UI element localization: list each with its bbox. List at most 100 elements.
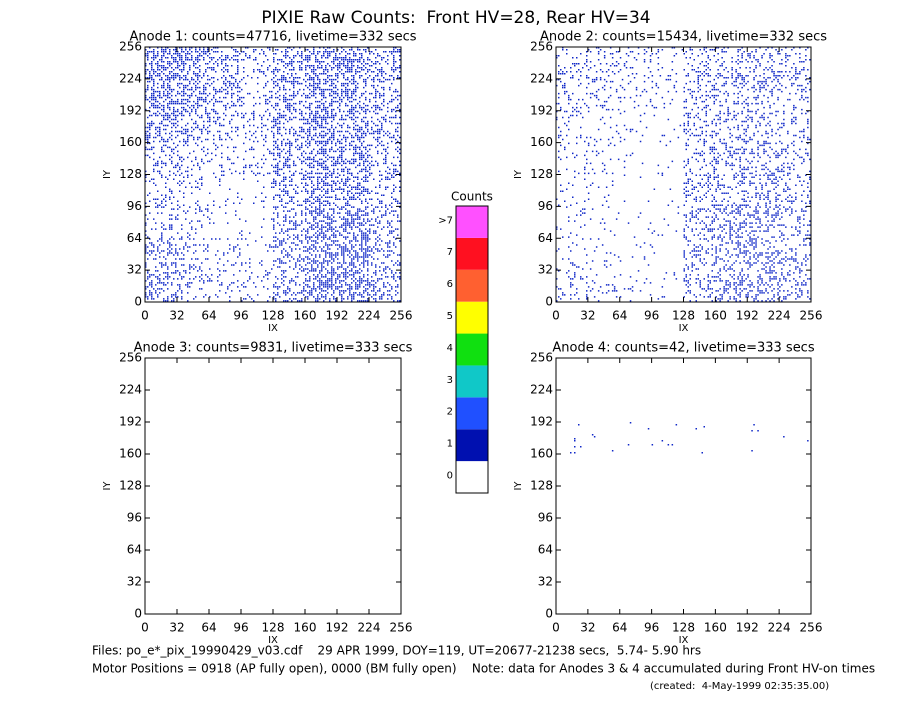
density-cell bbox=[779, 78, 811, 111]
density-cell bbox=[651, 206, 680, 236]
density-cell bbox=[627, 212, 652, 238]
density-cell bbox=[683, 206, 715, 238]
density-cell bbox=[683, 270, 715, 302]
x-tick-label: 32 bbox=[169, 621, 184, 635]
density-cell bbox=[619, 242, 652, 266]
x-tick-label: 160 bbox=[704, 309, 727, 323]
x-tick-label: 64 bbox=[201, 309, 216, 323]
colorbar-label: 3 bbox=[447, 375, 453, 386]
density-cell bbox=[747, 110, 779, 143]
density-cell bbox=[305, 270, 337, 302]
x-tick-label: 96 bbox=[644, 309, 659, 323]
density-cell bbox=[587, 78, 620, 111]
density-cell bbox=[209, 78, 241, 111]
density-cell bbox=[558, 142, 588, 175]
y-tick-label: 64 bbox=[538, 231, 553, 245]
x-tick-label: 256 bbox=[390, 621, 413, 635]
density-cell bbox=[651, 246, 656, 254]
density-cell bbox=[337, 47, 369, 79]
x-tick-label: 96 bbox=[233, 309, 248, 323]
y-tick-label: 192 bbox=[119, 415, 142, 429]
density-cell bbox=[305, 110, 337, 143]
x-tick-label: 160 bbox=[294, 309, 317, 323]
density-cell bbox=[556, 206, 586, 238]
density-cell bbox=[651, 424, 678, 446]
density-cell bbox=[145, 110, 177, 143]
plot-frame bbox=[144, 357, 402, 615]
colorbar-swatch bbox=[456, 333, 488, 366]
density-cell bbox=[779, 206, 811, 238]
density-cell bbox=[589, 206, 620, 236]
density-cell bbox=[779, 142, 811, 175]
density-cell bbox=[273, 110, 305, 143]
colorbar-swatch bbox=[456, 365, 488, 398]
x-tick-label: 192 bbox=[326, 621, 349, 635]
density-cell bbox=[653, 174, 674, 206]
density-cell bbox=[715, 270, 747, 302]
density-cell bbox=[337, 206, 369, 238]
x-tick-label: 128 bbox=[672, 309, 695, 323]
density-cell bbox=[273, 174, 305, 206]
y-tick-label: 32 bbox=[538, 263, 553, 277]
x-tick-label: 0 bbox=[552, 621, 560, 635]
x-tick-label: 96 bbox=[233, 621, 248, 635]
y-tick-label: 0 bbox=[134, 607, 142, 621]
x-tick-label: 192 bbox=[736, 621, 759, 635]
density-cell bbox=[305, 142, 337, 175]
x-tick-label: 128 bbox=[672, 621, 695, 635]
colorbar-label: 5 bbox=[447, 311, 453, 322]
colorbar-swatch bbox=[456, 461, 488, 493]
y-tick-label: 256 bbox=[530, 40, 553, 54]
colorbar-swatch bbox=[456, 206, 488, 238]
density-cell bbox=[177, 174, 209, 206]
density-cell bbox=[273, 47, 305, 79]
density-cell bbox=[337, 142, 369, 175]
colorbar-swatch bbox=[456, 397, 488, 430]
density-cell bbox=[177, 78, 209, 111]
density-cell bbox=[556, 47, 588, 79]
colorbar-label: 0 bbox=[447, 470, 453, 481]
x-tick-label: 32 bbox=[169, 309, 184, 323]
colorbar-title: Counts bbox=[451, 190, 493, 204]
density-cell bbox=[145, 238, 177, 270]
density-cell bbox=[369, 78, 401, 111]
x-tick-label: 128 bbox=[262, 309, 285, 323]
density-cell bbox=[715, 206, 747, 238]
y-tick-label: 160 bbox=[119, 135, 142, 149]
panel-title: Anode 1: counts=47716, livetime=332 secs bbox=[129, 30, 416, 45]
footer-created: (created: 4-May-1999 02:35:35.00) bbox=[650, 681, 829, 692]
density-cell bbox=[683, 142, 715, 175]
density-cell bbox=[177, 206, 209, 238]
panel-title: Anode 4: counts=42, livetime=333 secs bbox=[552, 341, 814, 356]
y-tick-label: 32 bbox=[127, 263, 142, 277]
density-cell bbox=[779, 47, 811, 79]
colorbar-label: 4 bbox=[447, 343, 453, 354]
density-cell bbox=[657, 272, 678, 300]
x-tick-label: 224 bbox=[358, 309, 381, 323]
density-cell bbox=[619, 110, 648, 143]
density-cell bbox=[587, 47, 620, 79]
y-tick-label: 192 bbox=[530, 103, 553, 117]
density-cell bbox=[305, 78, 337, 111]
y-tick-label: 64 bbox=[127, 543, 142, 557]
density-cell bbox=[241, 238, 273, 270]
density-cell bbox=[747, 206, 779, 238]
footer-motor: Motor Positions = 0918 (AP fully open), … bbox=[92, 662, 875, 676]
density-cell bbox=[273, 270, 305, 302]
density-cell bbox=[209, 47, 241, 79]
density-cell bbox=[657, 144, 674, 175]
y-tick-label: 160 bbox=[530, 447, 553, 461]
plot-frame bbox=[555, 357, 812, 615]
x-tick-label: 64 bbox=[612, 309, 627, 323]
y-tick-label: 128 bbox=[530, 167, 553, 181]
x-tick-label: 160 bbox=[704, 621, 727, 635]
density-cell bbox=[619, 78, 652, 109]
density-cell bbox=[653, 114, 682, 143]
density-cell bbox=[241, 47, 273, 79]
density-cell bbox=[369, 174, 401, 206]
density-cell bbox=[241, 206, 273, 238]
density-cell bbox=[369, 206, 401, 238]
density-cell bbox=[145, 270, 177, 302]
y-tick-label: 0 bbox=[134, 295, 142, 309]
panel-title: Anode 3: counts=9831, livetime=333 secs bbox=[134, 341, 413, 356]
